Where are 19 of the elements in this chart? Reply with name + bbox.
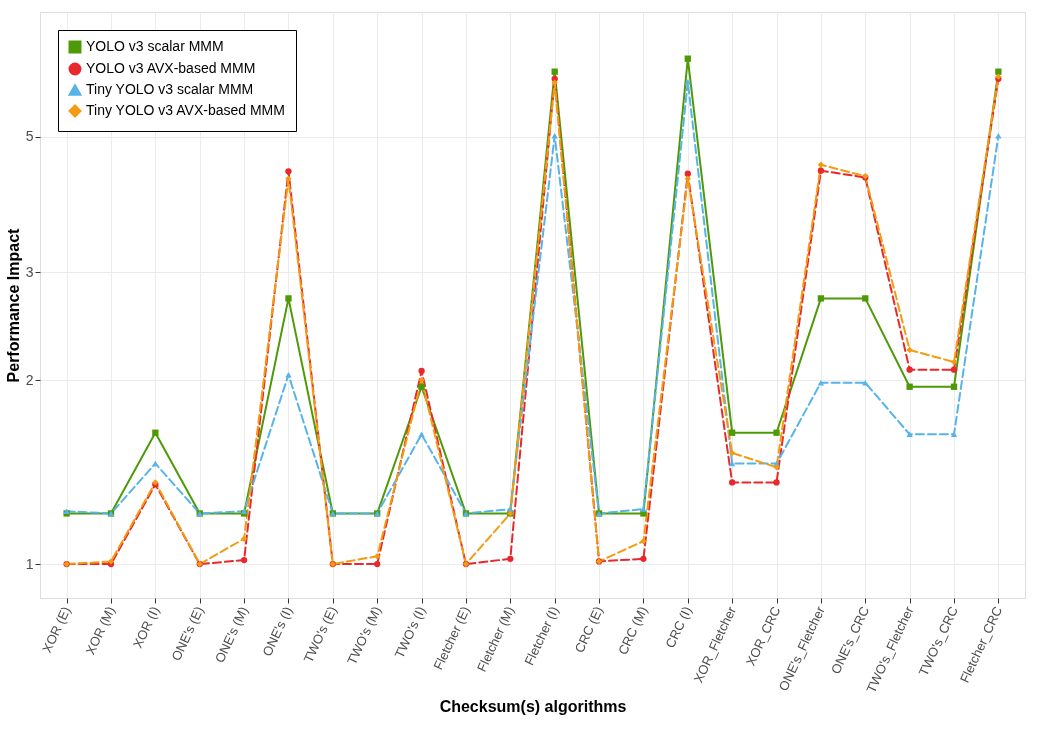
- x-tick-label: CRC (M): [615, 604, 651, 657]
- x-tick-label: XOR (M): [82, 604, 118, 657]
- y-tick-label: 1: [25, 555, 34, 572]
- x-tick-label: ONE's (I): [259, 604, 296, 659]
- x-tick-label: ONE's (M): [211, 604, 251, 666]
- legend-label: YOLO v3 scalar MMM: [86, 38, 224, 54]
- legend-label: Tiny YOLO v3 AVX-based MMM: [86, 102, 285, 118]
- legend-label: Tiny YOLO v3 scalar MMM: [86, 81, 254, 97]
- y-tick-label: 5: [25, 128, 34, 145]
- y-tick-label: 2: [25, 371, 34, 388]
- x-tick-label: XOR (I): [129, 604, 163, 651]
- x-tick-label: CRC (E): [571, 604, 606, 655]
- legend-label: YOLO v3 AVX-based MMM: [86, 60, 256, 76]
- y-tick-label: 3: [25, 263, 34, 280]
- y-axis-title: Performance Impact: [4, 227, 22, 383]
- x-tick-label: ONE's (E): [168, 604, 207, 664]
- x-tick-label: XOR (E): [39, 604, 74, 655]
- x-tick-label: CRC (I): [662, 604, 695, 651]
- x-axis-title: Checksum(s) algorithms: [439, 698, 627, 716]
